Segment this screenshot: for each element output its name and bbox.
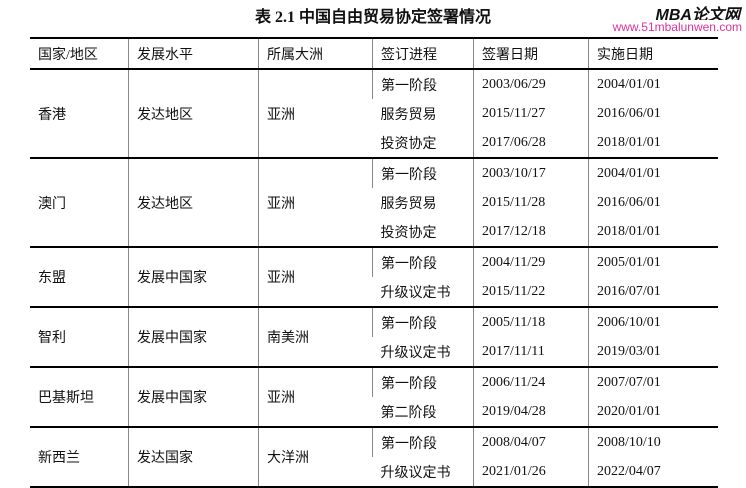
effective-date-cell: 2018/01/01 bbox=[588, 128, 718, 158]
effective-date-cell: 2007/07/01 bbox=[588, 366, 718, 397]
watermark-url: www.51mbalunwen.com bbox=[612, 20, 742, 34]
signing-date-cell: 2017/06/28 bbox=[473, 128, 589, 158]
signing-date-cell: 2019/04/28 bbox=[473, 397, 589, 427]
table-row: 第二阶段 2019/04/28 2020/01/01 bbox=[30, 397, 718, 427]
stage-cell: 第一阶段 bbox=[372, 157, 474, 188]
column-header: 发展水平 bbox=[128, 37, 259, 70]
stage-cell: 投资协定 bbox=[380, 136, 437, 152]
table-row: 智利 发展中国家 南美洲 第一阶段 2005/11/18 2006/10/01 bbox=[30, 306, 718, 367]
signing-date-cell: 2005/11/18 bbox=[473, 306, 589, 337]
stage-cell: 升级议定书 bbox=[380, 345, 451, 361]
signing-date-cell: 2003/10/17 bbox=[473, 157, 589, 188]
stage-cell: 投资协定 bbox=[380, 225, 437, 241]
effective-date-cell: 2016/06/01 bbox=[588, 188, 718, 217]
continent-cell: 大洋洲 bbox=[258, 426, 373, 488]
table-row: 服务贸易 2015/11/27 2016/06/01 bbox=[30, 99, 718, 128]
table-row: 新西兰 发达国家 大洋洲 第一阶段 2008/04/07 2008/10/10 bbox=[30, 426, 718, 488]
region-cell: 香港 bbox=[30, 68, 129, 158]
continent-cell: 南美洲 bbox=[258, 306, 373, 367]
effective-date-cell: 2019/03/01 bbox=[588, 337, 718, 367]
watermark-logo: MBA论文网 bbox=[653, 1, 742, 25]
continent-cell: 亚洲 bbox=[258, 157, 373, 247]
table-row: 升级议定书 2015/11/22 2016/07/01 bbox=[30, 277, 718, 307]
table-row: 澳门 发达地区 亚洲 第一阶段 2003/10/17 2004/01/01 bbox=[30, 157, 718, 247]
header-row: 国家/地区 发展水平 所属大洲 签订进程 签署日期 实施日期 bbox=[30, 37, 718, 70]
effective-date-cell: 2008/10/10 bbox=[588, 426, 718, 457]
effective-date-cell: 2004/01/01 bbox=[588, 157, 718, 188]
fta-table: 国家/地区 发展水平 所属大洲 签订进程 签署日期 实施日期 香港 发达地区 亚洲 第一阶段 200… bbox=[30, 37, 718, 488]
stage-cell: 第一阶段 bbox=[372, 366, 474, 397]
effective-date-cell: 2018/01/01 bbox=[588, 217, 718, 247]
table-row: 香港 发达地区 亚洲 第一阶段 2003/06/29 2004/01/01 bbox=[30, 68, 718, 158]
table-row: 投资协定 2017/12/18 2018/01/01 bbox=[30, 217, 718, 247]
signing-date-cell: 2021/01/26 bbox=[473, 457, 589, 488]
continent-cell: 亚洲 bbox=[258, 366, 373, 427]
signing-date-cell: 2003/06/29 bbox=[473, 68, 589, 99]
column-header: 所属大洲 bbox=[258, 37, 373, 70]
region-cell: 东盟 bbox=[30, 246, 129, 307]
signing-date-cell: 2015/11/22 bbox=[473, 277, 589, 307]
signing-date-cell: 2017/11/11 bbox=[473, 337, 589, 367]
continent-cell: 亚洲 bbox=[258, 68, 373, 158]
development-level-cell: 发达地区 bbox=[128, 157, 259, 247]
table-row: 升级议定书 2017/11/11 2019/03/01 bbox=[30, 337, 718, 367]
region-cell: 澳门 bbox=[30, 157, 129, 247]
column-header: 国家/地区 bbox=[30, 37, 129, 70]
stage-cell: 第一阶段 bbox=[372, 68, 474, 99]
table-row: 投资协定 2017/06/28 2018/01/01 bbox=[30, 128, 718, 158]
stage-cell: 第一阶段 bbox=[372, 306, 474, 337]
stage-cell: 第一阶段 bbox=[372, 246, 474, 277]
signing-date-cell: 2017/12/18 bbox=[473, 217, 589, 247]
signing-date-cell: 2015/11/27 bbox=[473, 99, 589, 128]
table-row: 巴基斯坦 发展中国家 亚洲 第一阶段 2006/11/24 2007/07/01 bbox=[30, 366, 718, 427]
development-level-cell: 发展中国家 bbox=[128, 366, 259, 427]
column-header: 签署日期 bbox=[473, 37, 589, 70]
region-cell: 智利 bbox=[30, 306, 129, 367]
effective-date-cell: 2016/07/01 bbox=[588, 277, 718, 307]
signing-date-cell: 2006/11/24 bbox=[473, 366, 589, 397]
region-cell: 巴基斯坦 bbox=[30, 366, 129, 427]
column-header: 实施日期 bbox=[588, 37, 718, 70]
signing-date-cell: 2015/11/28 bbox=[473, 188, 589, 217]
effective-date-cell: 2022/04/07 bbox=[588, 457, 718, 488]
stage-cell: 升级议定书 bbox=[372, 457, 474, 488]
signing-date-cell: 2008/04/07 bbox=[473, 426, 589, 457]
effective-date-cell: 2020/01/01 bbox=[588, 397, 718, 427]
region-cell: 新西兰 bbox=[30, 426, 129, 488]
development-level-cell: 发展中国家 bbox=[128, 306, 259, 367]
table-row: 东盟 发展中国家 亚洲 第一阶段 2004/11/29 2005/01/01 bbox=[30, 246, 718, 307]
development-level-cell: 发达国家 bbox=[128, 426, 259, 488]
development-level-cell: 发达地区 bbox=[128, 68, 259, 158]
table-title: 表 2.1 中国自由贸易协定签署情况 bbox=[254, 9, 491, 26]
stage-cell: 第二阶段 bbox=[380, 405, 437, 421]
stage-cell: 第一阶段 bbox=[372, 426, 474, 457]
column-header: 签订进程 bbox=[372, 37, 474, 70]
effective-date-cell: 2005/01/01 bbox=[588, 246, 718, 277]
stage-cell: 服务贸易 bbox=[380, 196, 437, 212]
stage-cell: 服务贸易 bbox=[380, 107, 437, 123]
signing-date-cell: 2004/11/29 bbox=[473, 246, 589, 277]
development-level-cell: 发展中国家 bbox=[128, 246, 259, 307]
effective-date-cell: 2016/06/01 bbox=[588, 99, 718, 128]
stage-cell: 升级议定书 bbox=[380, 285, 451, 301]
effective-date-cell: 2006/10/01 bbox=[588, 306, 718, 337]
table-row: 服务贸易 2015/11/28 2016/06/01 bbox=[30, 188, 718, 217]
continent-cell: 亚洲 bbox=[258, 246, 373, 307]
effective-date-cell: 2004/01/01 bbox=[588, 68, 718, 99]
